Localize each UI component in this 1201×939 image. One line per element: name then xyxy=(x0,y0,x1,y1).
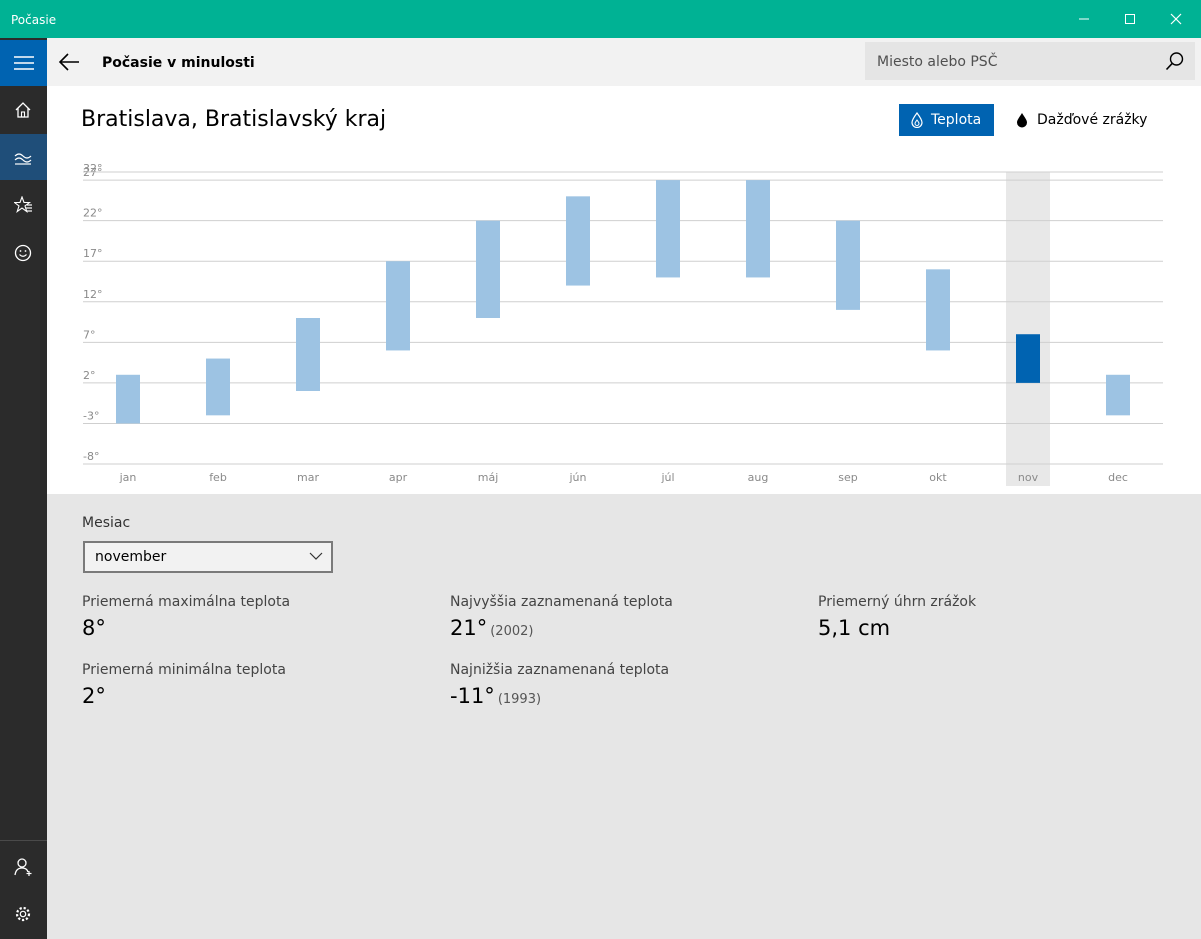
temperature-bar-dec[interactable] xyxy=(1106,374,1130,416)
temperature-bar-mar[interactable] xyxy=(296,318,320,391)
raindrop-icon xyxy=(1017,113,1027,128)
back-arrow-icon xyxy=(58,53,79,71)
sidebar-item-historical-weather[interactable] xyxy=(0,134,47,180)
x-tick-label[interactable]: nov xyxy=(1018,471,1039,484)
record-low-label: Najnižšia zaznamenaná teplota xyxy=(450,662,670,678)
menu-button[interactable] xyxy=(0,40,47,86)
x-tick-label[interactable]: mar xyxy=(297,471,319,484)
search-input[interactable]: Miesto alebo PSČ xyxy=(877,54,998,70)
chevron-down-icon xyxy=(309,552,323,560)
sidebar-item-account[interactable] xyxy=(0,843,47,889)
window-title: Počasie xyxy=(11,13,57,27)
maximize-button[interactable] xyxy=(1107,0,1153,38)
add-user-icon xyxy=(14,858,32,876)
y-tick-label: 12° xyxy=(83,288,103,301)
y-tick-label: 2° xyxy=(83,369,96,382)
temperature-bar-nov[interactable] xyxy=(1016,334,1040,383)
page-title: Počasie v minulosti xyxy=(102,55,255,71)
x-tick-label[interactable]: sep xyxy=(838,471,857,484)
y-tick-label: 22° xyxy=(83,207,103,220)
close-button[interactable] xyxy=(1153,0,1199,38)
sidebar-item-favorites[interactable] xyxy=(0,182,47,228)
x-tick-label[interactable]: apr xyxy=(389,471,408,484)
minimize-button[interactable] xyxy=(1061,0,1107,38)
temperature-bar-aug[interactable] xyxy=(746,180,770,278)
record-high-label: Najvyššia zaznamenaná teplota xyxy=(450,594,673,610)
record-low-value: -11° (1993) xyxy=(450,684,541,708)
record-low-year: (1993) xyxy=(497,692,542,707)
temperature-bar-okt[interactable] xyxy=(926,269,950,351)
chart-panel: Bratislava, Bratislavský kraj Teplota Da… xyxy=(47,86,1201,494)
temperature-bar-sep[interactable] xyxy=(836,220,860,310)
month-select-value: november xyxy=(95,549,167,565)
x-tick-label[interactable]: jún xyxy=(569,471,587,484)
temperature-toggle-button[interactable]: Teplota xyxy=(899,104,994,136)
sidebar xyxy=(0,38,47,939)
temperature-bar-jan[interactable] xyxy=(116,374,140,424)
record-high-value: 21° (2002) xyxy=(450,616,533,640)
location-title: Bratislava, Bratislavský kraj xyxy=(81,107,387,132)
sidebar-item-settings[interactable] xyxy=(0,891,47,937)
home-icon xyxy=(15,102,31,118)
precipitation-toggle-button[interactable]: Dažďové zrážky xyxy=(1009,104,1149,136)
page-header: Počasie v minulosti Miesto alebo PSČ xyxy=(47,38,1201,86)
x-tick-label[interactable]: feb xyxy=(209,471,227,484)
close-icon xyxy=(1170,13,1182,25)
sidebar-item-home[interactable] xyxy=(0,87,47,133)
selected-month-highlight xyxy=(1006,172,1050,486)
record-high-temp: 21° xyxy=(450,616,488,640)
y-tick-label: 7° xyxy=(83,328,96,341)
x-tick-label[interactable]: aug xyxy=(748,471,769,484)
favorites-icon xyxy=(14,196,32,213)
record-high-year: (2002) xyxy=(490,624,534,639)
gear-icon xyxy=(15,906,31,922)
avg-min-value: 2° xyxy=(82,684,106,708)
sidebar-item-feedback[interactable] xyxy=(0,230,47,276)
avg-min-label: Priemerná minimálna teplota xyxy=(82,662,286,678)
details-panel: Mesiac november Priemerná maximálna tepl… xyxy=(47,494,1201,939)
smiley-icon xyxy=(14,244,32,262)
back-button[interactable] xyxy=(57,50,85,76)
avg-max-label: Priemerná maximálna teplota xyxy=(82,594,291,610)
x-tick-label[interactable]: dec xyxy=(1108,471,1128,484)
sidebar-divider xyxy=(0,840,47,841)
thermometer-flame-icon xyxy=(911,112,923,128)
temperature-bar-júl[interactable] xyxy=(656,180,680,278)
temperature-bar-máj[interactable] xyxy=(476,220,500,318)
temperature-bar-feb[interactable] xyxy=(206,358,230,416)
title-bar: Počasie xyxy=(0,0,1201,38)
precipitation-label: Priemerný úhrn zrážok xyxy=(818,594,977,610)
search-box[interactable]: Miesto alebo PSČ xyxy=(865,42,1195,80)
x-tick-label[interactable]: okt xyxy=(929,471,947,484)
temperature-bar-jún[interactable] xyxy=(566,196,590,286)
y-tick-label: -8° xyxy=(83,450,99,463)
x-tick-label[interactable]: máj xyxy=(478,471,499,484)
temperature-chart: 32°27°22°17°12°7°2°-3°-8°jan feb mar apr máj… xyxy=(83,162,1163,486)
temperature-bar-apr[interactable] xyxy=(386,261,410,351)
x-tick-label[interactable]: júl xyxy=(660,471,674,484)
month-label: Mesiac xyxy=(82,515,131,531)
month-select[interactable]: november xyxy=(83,541,333,573)
temperature-toggle-label: Teplota xyxy=(931,112,982,128)
maximize-icon xyxy=(1125,14,1135,24)
y-tick-label: 17° xyxy=(83,247,103,260)
x-tick-label[interactable]: jan xyxy=(119,471,137,484)
avg-max-value: 8° xyxy=(82,616,106,640)
record-low-temp: -11° xyxy=(450,684,495,708)
y-tick-label: -3° xyxy=(83,409,99,422)
minimize-icon xyxy=(1079,18,1089,20)
hamburger-icon xyxy=(14,56,34,70)
y-tick-label: 27° xyxy=(83,166,103,179)
historical-weather-icon xyxy=(14,153,32,165)
search-icon[interactable] xyxy=(1165,51,1185,71)
precipitation-toggle-label: Dažďové zrážky xyxy=(1037,112,1148,128)
precipitation-value: 5,1 cm xyxy=(818,616,891,640)
